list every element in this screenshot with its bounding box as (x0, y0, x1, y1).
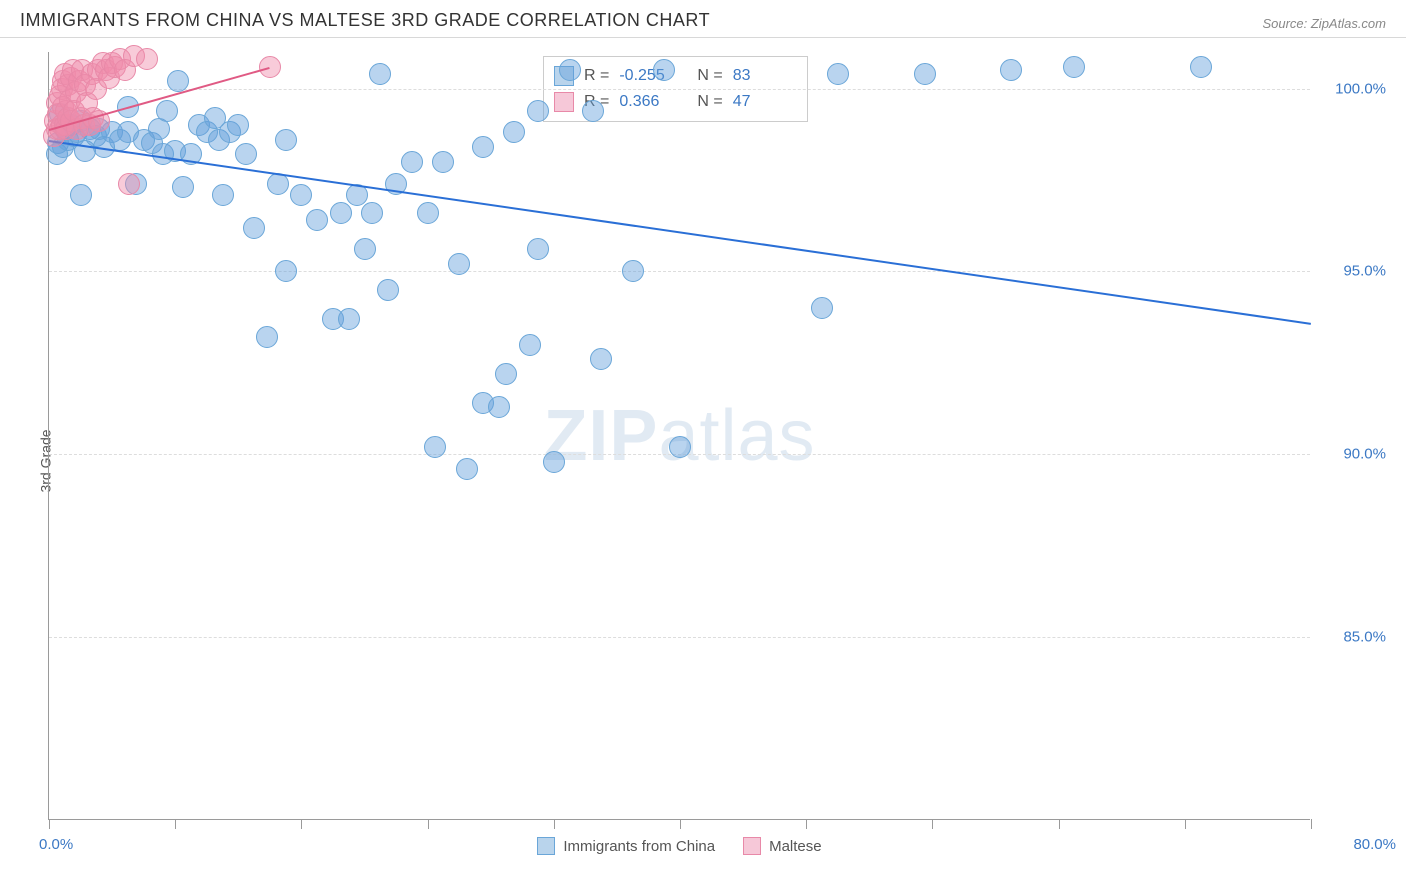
chart-container: 3rd Grade ZIPatlas R = -0.255 N = 83 R =… (0, 38, 1406, 884)
stats-r-label-0: R = (584, 63, 609, 89)
x-tick (49, 819, 50, 829)
y-tick-label: 90.0% (1320, 446, 1386, 463)
stats-r-value-1: 0.366 (619, 89, 679, 115)
scatter-point (669, 436, 691, 458)
scatter-point (136, 48, 158, 70)
chart-source: Source: ZipAtlas.com (1262, 16, 1386, 31)
scatter-point (432, 151, 454, 173)
scatter-point (377, 279, 399, 301)
scatter-point (472, 136, 494, 158)
chart-title: IMMIGRANTS FROM CHINA VS MALTESE 3RD GRA… (20, 10, 710, 31)
y-tick-label: 85.0% (1320, 629, 1386, 646)
scatter-point (290, 184, 312, 206)
gridline (49, 89, 1310, 90)
scatter-point (417, 202, 439, 224)
y-tick-label: 95.0% (1320, 263, 1386, 280)
legend-item-1: Maltese (743, 837, 822, 855)
scatter-point (527, 100, 549, 122)
scatter-point (1000, 59, 1022, 81)
scatter-point (495, 363, 517, 385)
scatter-point (70, 184, 92, 206)
scatter-point (275, 260, 297, 282)
y-tick-label: 100.0% (1320, 80, 1386, 97)
legend: Immigrants from China Maltese (49, 837, 1310, 855)
scatter-point (227, 114, 249, 136)
scatter-point (235, 143, 257, 165)
scatter-point (1190, 56, 1212, 78)
legend-label-1: Maltese (769, 838, 822, 855)
legend-swatch-1 (743, 837, 761, 855)
scatter-point (543, 451, 565, 473)
source-name: ZipAtlas.com (1311, 16, 1386, 31)
scatter-point (156, 100, 178, 122)
scatter-point (519, 334, 541, 356)
gridline (49, 271, 1310, 272)
scatter-point (590, 348, 612, 370)
scatter-point (503, 121, 525, 143)
scatter-point (448, 253, 470, 275)
x-tick (428, 819, 429, 829)
scatter-point (338, 308, 360, 330)
scatter-point (256, 326, 278, 348)
scatter-point (354, 238, 376, 260)
scatter-point (330, 202, 352, 224)
scatter-point (811, 297, 833, 319)
legend-label-0: Immigrants from China (563, 838, 715, 855)
scatter-point (118, 173, 140, 195)
stats-n-value-1: 47 (733, 89, 793, 115)
x-tick (680, 819, 681, 829)
scatter-point (212, 184, 234, 206)
scatter-point (259, 56, 281, 78)
scatter-point (167, 70, 189, 92)
scatter-point (243, 217, 265, 239)
x-tick (554, 819, 555, 829)
stats-n-label-0: N = (697, 63, 722, 89)
x-tick (1311, 819, 1312, 829)
x-tick (932, 819, 933, 829)
x-tick (301, 819, 302, 829)
scatter-point (401, 151, 423, 173)
x-tick (1185, 819, 1186, 829)
scatter-point (1063, 56, 1085, 78)
scatter-point (559, 59, 581, 81)
gridline (49, 637, 1310, 638)
scatter-point (275, 129, 297, 151)
chart-header: IMMIGRANTS FROM CHINA VS MALTESE 3RD GRA… (0, 0, 1406, 38)
x-tick (175, 819, 176, 829)
trend-line (49, 140, 1311, 325)
scatter-point (172, 176, 194, 198)
legend-item-0: Immigrants from China (537, 837, 715, 855)
scatter-point (827, 63, 849, 85)
x-axis-max-label: 80.0% (1353, 836, 1396, 853)
stats-n-label-1: N = (697, 89, 722, 115)
scatter-point (622, 260, 644, 282)
scatter-point (488, 396, 510, 418)
scatter-point (653, 59, 675, 81)
scatter-point (369, 63, 391, 85)
stats-swatch-1 (554, 92, 574, 112)
legend-swatch-0 (537, 837, 555, 855)
scatter-point (361, 202, 383, 224)
scatter-point (582, 100, 604, 122)
scatter-point (527, 238, 549, 260)
scatter-point (456, 458, 478, 480)
source-prefix: Source: (1262, 16, 1310, 31)
scatter-point (306, 209, 328, 231)
scatter-point (914, 63, 936, 85)
plot-area: ZIPatlas R = -0.255 N = 83 R = 0.366 N =… (48, 52, 1310, 820)
scatter-point (424, 436, 446, 458)
x-tick (1059, 819, 1060, 829)
stats-n-value-0: 83 (733, 63, 793, 89)
x-tick (806, 819, 807, 829)
